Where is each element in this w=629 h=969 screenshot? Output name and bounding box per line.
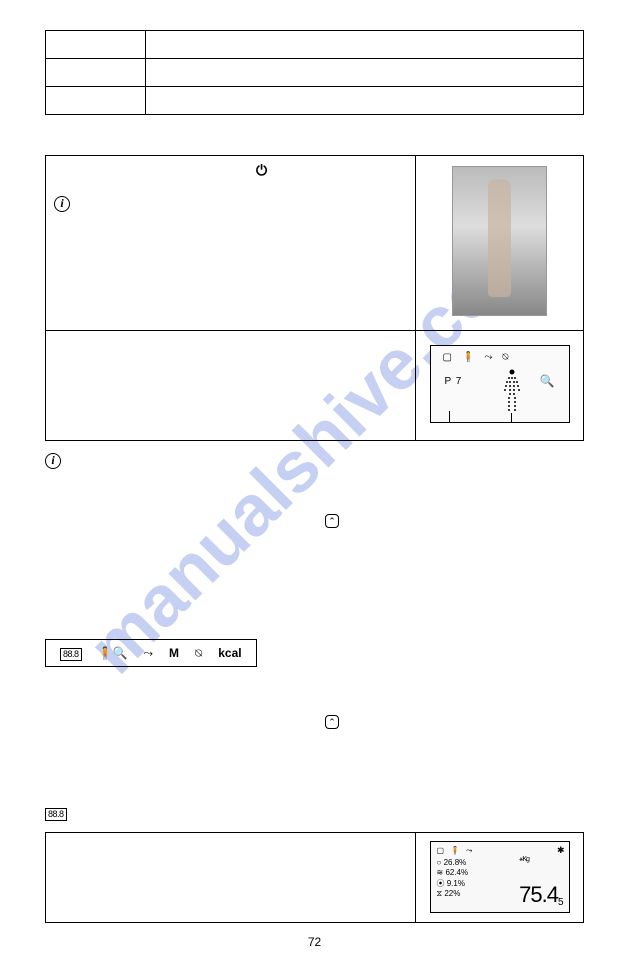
callout-tick <box>449 411 450 423</box>
spacer: 88.8 <box>45 758 584 822</box>
spec-cell <box>46 31 146 59</box>
spec-cell <box>46 87 146 115</box>
weight-reading: ⚹Kg 75.45 <box>519 856 562 908</box>
result-cell-display: ▢ 🧍 ⤳ ✱ ○ 26.8% ≋ 62.4% ⦿ 9.1% ⧖ 22% ⚹Kg… <box>416 833 584 923</box>
line-unit: % <box>461 868 468 877</box>
power-icon: ⏻ <box>256 162 267 179</box>
wave-icon: ⤳ <box>466 846 472 856</box>
line-unit: % <box>453 889 460 898</box>
instruction-cell-image <box>416 156 584 331</box>
info-icon: i <box>54 196 70 212</box>
up-button-icon: ⌃ <box>325 514 339 528</box>
line-value: 22 <box>444 889 453 898</box>
weight-int: 75.4 <box>519 882 558 907</box>
instruction-cell-display: ▢ 🧍 ⤳ ⍉ P 7 <box>416 331 584 441</box>
seg-digits: 88.8 <box>60 648 82 661</box>
line-icon: ⦿ <box>437 879 445 888</box>
weight-dec: 5 <box>558 897 563 908</box>
segment-indicator: 88.8 <box>45 808 67 821</box>
scale-photo <box>452 166 547 316</box>
info-icon: i <box>45 453 61 469</box>
lcd-display-profile: ▢ 🧍 ⤳ ⍉ P 7 <box>430 345 570 423</box>
line-value: 9.1 <box>447 879 458 888</box>
avg-icon: ⍉ <box>187 646 210 661</box>
square-icon: ▢ <box>437 846 445 856</box>
display-top-icons: ▢ 🧍 ⤳ <box>437 846 563 856</box>
spec-cell <box>146 31 584 59</box>
line-unit: % <box>458 879 465 888</box>
spec-cell <box>146 59 584 87</box>
person-icon: 🧍 <box>462 352 474 363</box>
line-value: 26.8 <box>444 858 460 867</box>
square-icon: ▢ <box>443 352 452 363</box>
instruction-cell-text <box>46 331 416 441</box>
result-cell-text <box>46 833 416 923</box>
line-unit: % <box>459 858 466 867</box>
callout-tick <box>511 413 512 423</box>
mode-icon-strip: 88.8 🧍🔍 ⤳ M ⍉ kcal <box>45 639 257 667</box>
instruction-table: ⏻ i ▢ 🧍 ⤳ ⍉ P 7 <box>45 155 584 441</box>
person-icon: 🧍 <box>450 846 460 856</box>
up-button-icon: ⌃ <box>325 715 339 729</box>
result-table: ▢ 🧍 ⤳ ✱ ○ 26.8% ≋ 62.4% ⦿ 9.1% ⧖ 22% ⚹Kg… <box>45 832 584 923</box>
spec-table <box>45 30 584 115</box>
avg-icon: ⍉ <box>502 352 508 363</box>
line-value: 62.4 <box>445 868 461 877</box>
bluetooth-icon: ✱ <box>557 845 565 856</box>
kcal-label: kcal <box>210 646 249 660</box>
page-number: 72 <box>45 935 584 949</box>
spacer: ⌃ <box>45 511 584 529</box>
body-outline-icon <box>501 368 523 413</box>
line-icon: ○ <box>437 858 442 867</box>
memory-label: M <box>161 646 187 660</box>
wave-icon: ⤳ <box>135 646 161 661</box>
line-icon: ⧖ <box>437 889 443 898</box>
magnifier-icon: 🔍 <box>540 374 555 388</box>
profile-number: P 7 <box>445 376 463 387</box>
wave-icon: ⤳ <box>484 352 492 363</box>
spacer: ⌃ <box>45 712 584 730</box>
line-icon: ≋ <box>437 868 444 877</box>
spec-cell <box>46 59 146 87</box>
display-top-icons: ▢ 🧍 ⤳ ⍉ <box>443 352 561 363</box>
spec-cell <box>146 87 584 115</box>
unit-label: Kg <box>522 856 529 863</box>
page-content: ⏻ i ▢ 🧍 ⤳ ⍉ P 7 <box>0 0 629 969</box>
lcd-display-result: ▢ 🧍 ⤳ ✱ ○ 26.8% ≋ 62.4% ⦿ 9.1% ⧖ 22% ⚹Kg… <box>430 841 570 913</box>
instruction-cell-text: ⏻ i <box>46 156 416 331</box>
person-magnifier-icon: 🧍🔍 <box>90 646 136 660</box>
segment-indicator: 88.8 <box>52 646 90 661</box>
